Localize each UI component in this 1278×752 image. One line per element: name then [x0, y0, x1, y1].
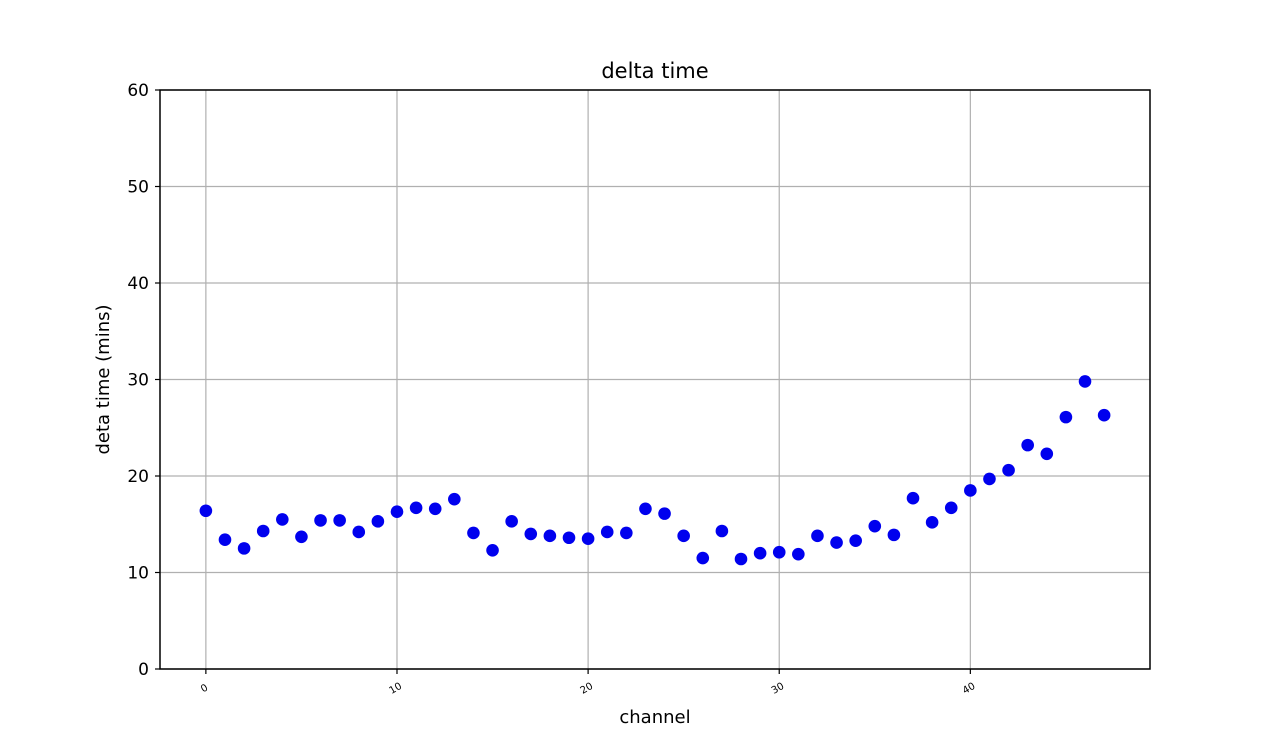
y-tick-label: 40	[127, 274, 149, 294]
grid-lines	[160, 89, 1150, 670]
x-axis-label: channel	[619, 707, 690, 728]
data-point	[772, 545, 786, 559]
data-point	[830, 536, 843, 549]
data-point	[505, 515, 518, 528]
data-point	[906, 491, 920, 505]
data-point	[581, 532, 595, 546]
axis-ticks: 0 10 20 30 40 0 10 20 30 40 50 60	[127, 81, 977, 697]
data-point	[1097, 408, 1111, 422]
data-point	[237, 542, 251, 555]
y-tick-label: 30	[127, 371, 149, 391]
data-point	[944, 501, 958, 515]
data-point	[658, 507, 671, 520]
y-tick-label: 50	[127, 178, 149, 198]
data-point	[868, 519, 882, 533]
data-point	[1078, 375, 1092, 388]
data-point	[696, 551, 710, 565]
data-point	[199, 504, 213, 518]
data-point	[964, 484, 977, 497]
data-point	[753, 546, 767, 560]
data-point	[1002, 463, 1015, 477]
data-point	[352, 525, 366, 539]
data-point	[925, 516, 939, 529]
x-tick-label: 10	[387, 681, 404, 697]
chart-title: delta time	[601, 59, 708, 83]
y-axis-label: deta time (mins)	[93, 304, 114, 454]
data-point	[486, 544, 499, 557]
data-point	[639, 502, 652, 516]
data-point	[371, 515, 385, 528]
data-point	[887, 528, 901, 542]
x-tick-label: 0	[199, 682, 210, 695]
data-point	[1059, 410, 1073, 424]
data-point	[620, 526, 633, 540]
x-tick-label: 30	[770, 681, 787, 697]
data-point	[543, 529, 557, 543]
data-point	[524, 527, 538, 541]
data-point	[467, 526, 480, 540]
y-tick-label: 10	[127, 564, 149, 584]
data-point	[677, 529, 690, 543]
data-point	[333, 514, 346, 527]
data-point	[390, 505, 404, 519]
data-point	[218, 533, 232, 546]
y-tick-label: 20	[127, 467, 149, 487]
x-tick-label: 40	[961, 681, 978, 697]
data-point	[811, 529, 824, 543]
data-point	[792, 547, 805, 561]
data-point	[428, 502, 442, 516]
data-point	[448, 492, 461, 506]
data-point	[295, 530, 308, 544]
x-tick-label: 20	[579, 681, 596, 697]
data-point	[562, 531, 576, 545]
data-point	[734, 552, 748, 566]
data-point	[1021, 438, 1034, 452]
data-point	[983, 472, 996, 486]
data-point	[1040, 447, 1054, 461]
data-point	[314, 514, 327, 527]
data-point	[600, 525, 614, 539]
data-point	[849, 534, 862, 547]
data-point	[276, 513, 289, 526]
y-tick-label: 60	[127, 81, 149, 101]
data-point	[256, 524, 270, 538]
data-point	[409, 501, 423, 515]
y-tick-label: 0	[138, 660, 149, 680]
data-point	[715, 524, 729, 538]
data-points	[199, 375, 1111, 566]
